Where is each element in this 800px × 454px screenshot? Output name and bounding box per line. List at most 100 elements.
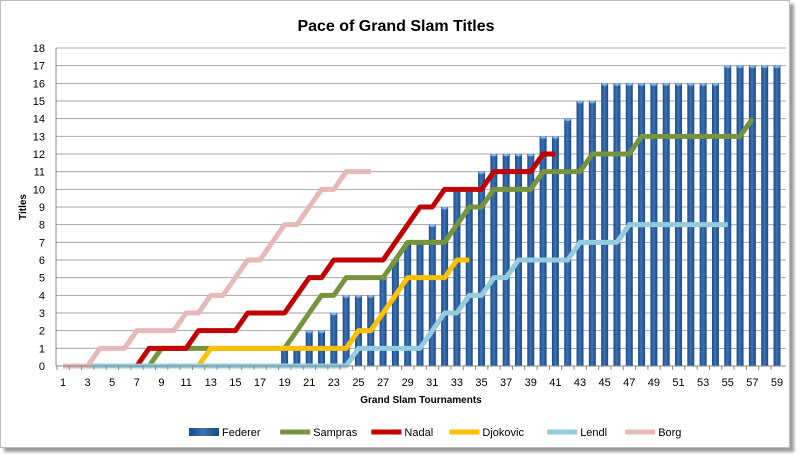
bar-cap	[318, 330, 325, 334]
x-tick-label: 27	[377, 377, 389, 389]
bar-federer	[391, 260, 399, 366]
y-tick-label: 7	[39, 237, 45, 249]
y-axis-label: Titles	[18, 194, 29, 220]
y-tick-label: 10	[33, 184, 45, 196]
bar-cap	[700, 82, 707, 86]
x-tick-label: 59	[771, 377, 783, 389]
bar-cap	[663, 82, 670, 86]
bar-federer	[453, 189, 461, 366]
y-tick-label: 0	[39, 361, 45, 373]
y-tick-label: 4	[39, 290, 45, 302]
x-tick-label: 23	[328, 377, 340, 389]
bar-cap	[343, 294, 350, 298]
bar-cap	[552, 135, 559, 139]
bar-federer	[416, 242, 424, 366]
bar-federer	[293, 348, 301, 366]
bar-federer	[601, 83, 609, 366]
bar-federer	[564, 118, 572, 367]
x-tick-label: 17	[254, 377, 266, 389]
y-tick-label: 9	[39, 202, 45, 214]
bar-federer	[576, 101, 584, 366]
x-tick-label: 49	[648, 377, 660, 389]
bar-cap	[724, 65, 731, 69]
x-tick-label: 37	[500, 377, 512, 389]
y-tick-label: 8	[39, 220, 45, 232]
x-tick-label: 21	[303, 377, 315, 389]
legend-swatch-federer	[189, 428, 219, 436]
x-tick-label: 7	[134, 377, 140, 389]
bar-federer	[613, 83, 621, 366]
x-tick-label: 15	[229, 377, 241, 389]
x-tick-label: 39	[525, 377, 537, 389]
bar-cap	[675, 82, 682, 86]
bar-federer	[748, 65, 756, 367]
bar-cap	[330, 312, 337, 316]
bar-cap	[355, 294, 362, 298]
bar-cap	[589, 100, 596, 104]
bar-federer	[736, 65, 744, 367]
bar-federer	[539, 136, 547, 366]
bar-cap	[478, 171, 485, 175]
x-tick-label: 57	[746, 377, 758, 389]
bar-federer	[761, 65, 769, 367]
bar-federer	[724, 65, 732, 367]
bar-cap	[540, 135, 547, 139]
bar-cap	[737, 65, 744, 69]
line-nadal	[134, 151, 556, 368]
y-tick-label: 15	[33, 96, 45, 108]
chart-title: Pace of Grand Slam Titles	[297, 18, 494, 35]
bar-cap	[367, 294, 374, 298]
y-tick-label: 16	[33, 78, 45, 90]
y-tick-label: 1	[39, 343, 45, 355]
bar-cap	[687, 82, 694, 86]
x-tick-label: 33	[451, 377, 463, 389]
bar-cap	[441, 206, 448, 210]
bar-federer	[379, 277, 387, 366]
bar-cap	[601, 82, 608, 86]
legend-label-nadal: Nadal	[404, 427, 433, 439]
bar-cap	[613, 82, 620, 86]
y-tick-label: 11	[34, 167, 45, 179]
bar-cap	[638, 82, 645, 86]
x-tick-label: 9	[158, 377, 164, 389]
x-tick-label: 31	[426, 377, 438, 389]
bar-federer	[465, 189, 473, 366]
bar-cap	[429, 224, 436, 228]
y-tick-label: 2	[39, 326, 45, 338]
x-tick-label: 55	[722, 377, 734, 389]
x-tick-label: 47	[623, 377, 635, 389]
bar-cap	[306, 330, 313, 334]
legend-label-sampras: Sampras	[313, 427, 358, 439]
chart-frame: Pace of Grand Slam Titles Titles Grand S…	[0, 0, 790, 448]
bar-cap	[712, 82, 719, 86]
legend-label-borg: Borg	[658, 427, 681, 439]
bar-federer	[281, 348, 289, 366]
x-tick-label: 41	[549, 377, 561, 389]
x-tick-label: 3	[85, 377, 91, 389]
bar-cap	[626, 82, 633, 86]
y-tick-label: 3	[39, 308, 45, 320]
bar-cap	[564, 118, 571, 122]
x-tick-label: 45	[599, 377, 611, 389]
bar-federer	[773, 65, 781, 367]
bar-cap	[577, 100, 584, 104]
bar-federer	[502, 154, 510, 366]
bar-federer	[551, 136, 559, 366]
x-tick-label: 29	[402, 377, 414, 389]
x-tick-label: 19	[278, 377, 290, 389]
y-tick-label: 6	[39, 255, 45, 267]
bar-cap	[527, 153, 534, 157]
y-tick-label: 5	[39, 273, 45, 285]
y-tick-label: 18	[33, 43, 45, 55]
chart: Pace of Grand Slam Titles Titles Grand S…	[18, 18, 786, 439]
x-tick-label: 13	[205, 377, 217, 389]
legend-label-federer: Federer	[222, 427, 261, 439]
y-tick-label: 12	[33, 149, 45, 161]
bar-federer	[441, 207, 449, 366]
y-tick-label: 14	[33, 114, 45, 126]
x-tick-label: 5	[109, 377, 115, 389]
legend-label-djokovic: Djokovic	[482, 427, 524, 439]
y-tick-label: 17	[33, 61, 45, 73]
bar-federer	[490, 154, 498, 366]
legend-label-lendl: Lendl	[580, 427, 607, 439]
